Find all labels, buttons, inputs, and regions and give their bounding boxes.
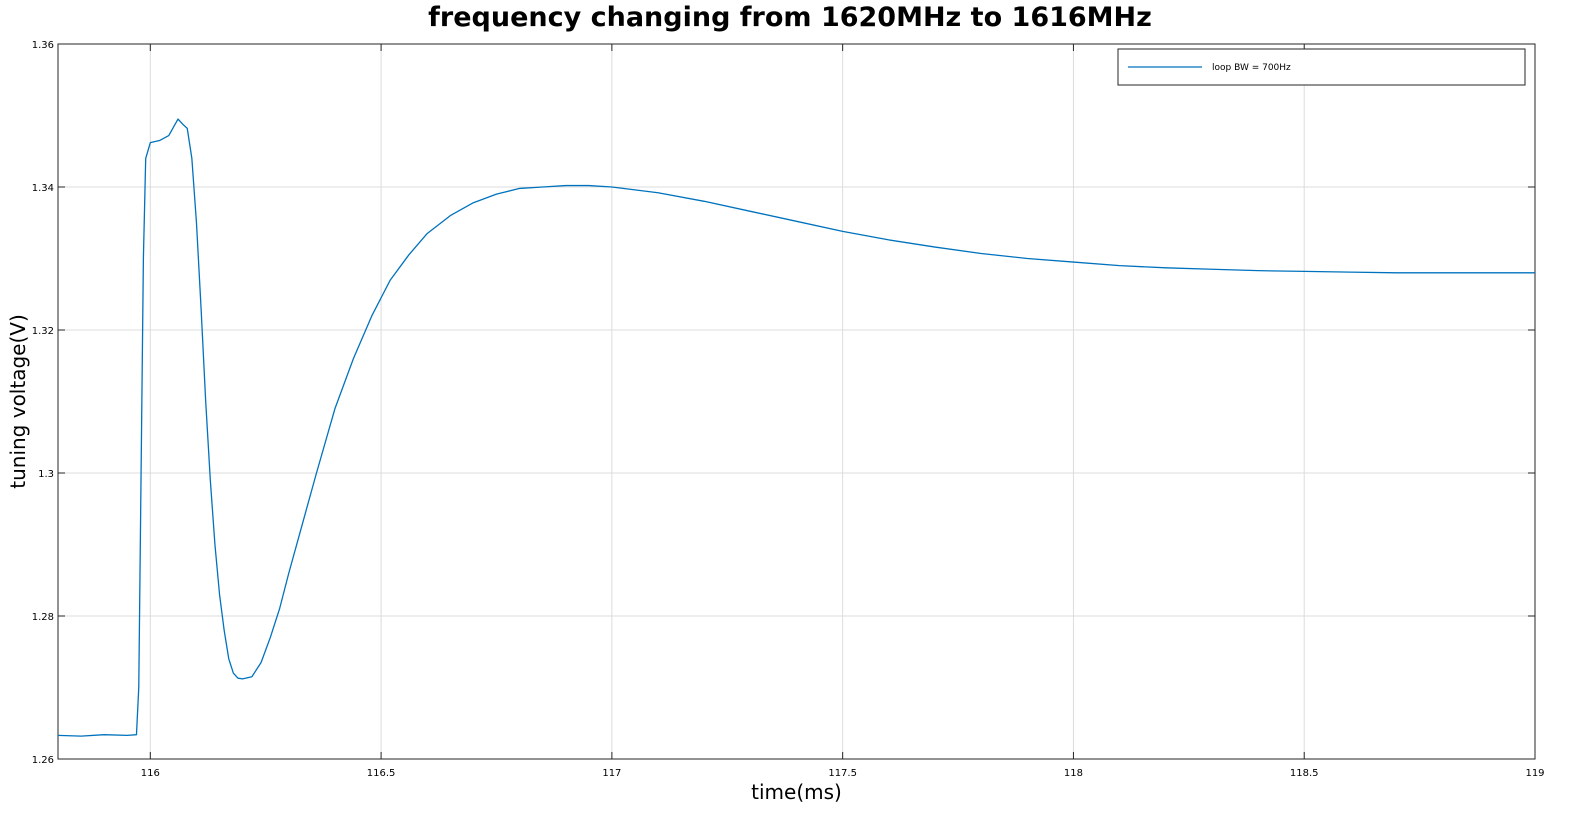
data-point xyxy=(750,211,751,212)
data-point xyxy=(302,522,303,523)
x-tick-label: 116 xyxy=(141,768,160,779)
data-point xyxy=(187,128,188,129)
x-tick-label: 118.5 xyxy=(1290,768,1319,779)
data-point xyxy=(279,608,280,609)
data-point xyxy=(519,188,520,189)
x-tick-label: 117.5 xyxy=(828,768,857,779)
data-point xyxy=(1304,271,1305,272)
data-point xyxy=(251,676,252,677)
y-tick-label: 1.36 xyxy=(32,40,54,51)
data-point xyxy=(1442,272,1443,273)
data-point xyxy=(473,202,474,203)
axis-ticks: 116 116.5 117 117.5 118 118.5 119 1.26 1.28 1.3 1.… xyxy=(32,40,1545,779)
data-point xyxy=(127,735,128,736)
data-point xyxy=(888,239,889,240)
data-point xyxy=(408,254,409,255)
data-point xyxy=(353,358,354,359)
data-point xyxy=(1350,271,1351,272)
chart-title: frequency changing from 1620MHz to 1616M… xyxy=(428,2,1152,33)
data-point xyxy=(427,233,428,234)
data-point xyxy=(138,687,139,688)
x-tick-label: 116.5 xyxy=(367,768,396,779)
data-point xyxy=(80,736,81,737)
data-point xyxy=(981,253,982,254)
y-tick-label: 1.32 xyxy=(32,326,54,337)
data-point xyxy=(316,472,317,473)
data-point xyxy=(168,135,169,136)
data-point xyxy=(450,215,451,216)
data-point xyxy=(200,308,201,309)
legend: loop BW = 700Hz xyxy=(1117,48,1526,86)
data-point xyxy=(1211,269,1212,270)
data-point xyxy=(796,221,797,222)
data-point xyxy=(565,185,566,186)
data-point xyxy=(205,401,206,402)
data-point xyxy=(233,673,234,674)
data-point xyxy=(210,480,211,481)
data-point xyxy=(390,279,391,280)
data-point xyxy=(224,630,225,631)
data-point xyxy=(842,231,843,232)
y-tick-label: 1.3 xyxy=(38,469,54,480)
y-tick-label: 1.34 xyxy=(32,183,54,194)
data-point xyxy=(57,735,58,736)
data-point xyxy=(371,315,372,316)
plot-area-frame xyxy=(57,43,1536,760)
data-point xyxy=(104,734,105,735)
data-point xyxy=(145,158,146,159)
data-point xyxy=(191,158,192,159)
y-axis-title: tuning voltage(V) xyxy=(6,314,30,489)
y-tick-label: 1.28 xyxy=(32,612,54,623)
data-point xyxy=(334,408,335,409)
data-point xyxy=(143,258,144,259)
data-point xyxy=(288,573,289,574)
data-point xyxy=(1073,261,1074,262)
data-point xyxy=(496,194,497,195)
data-point xyxy=(177,118,178,119)
data-point xyxy=(657,192,658,193)
data-point xyxy=(260,662,261,663)
data-point xyxy=(1488,272,1489,273)
data-point xyxy=(1396,272,1397,273)
data-point xyxy=(214,544,215,545)
x-tick-label: 119 xyxy=(1525,768,1544,779)
data-point xyxy=(1027,258,1028,259)
data-point xyxy=(611,186,612,187)
data-point xyxy=(934,246,935,247)
y-tick-label: 1.26 xyxy=(32,755,54,766)
x-tick-label: 117 xyxy=(602,768,621,779)
series-layer xyxy=(57,118,1535,737)
series-line xyxy=(57,118,1535,737)
x-axis-title: time(ms) xyxy=(751,780,842,804)
data-point xyxy=(588,185,589,186)
data-point xyxy=(136,734,137,735)
data-point xyxy=(242,678,243,679)
data-point xyxy=(219,594,220,595)
data-point xyxy=(1257,270,1258,271)
legend-box xyxy=(1117,48,1526,86)
data-point xyxy=(150,142,151,143)
data-point xyxy=(196,222,197,223)
data-point xyxy=(140,472,141,473)
data-point xyxy=(182,123,183,124)
data-point xyxy=(270,637,271,638)
x-tick-label: 118 xyxy=(1064,768,1083,779)
data-point xyxy=(237,678,238,679)
data-point xyxy=(1119,265,1120,266)
gridlines xyxy=(58,43,1536,760)
data-point xyxy=(228,658,229,659)
data-point xyxy=(1165,267,1166,268)
data-point xyxy=(542,186,543,187)
data-point xyxy=(159,140,160,141)
data-point xyxy=(1534,272,1535,273)
legend-label: loop BW = 700Hz xyxy=(1212,63,1291,73)
data-point xyxy=(704,201,705,202)
